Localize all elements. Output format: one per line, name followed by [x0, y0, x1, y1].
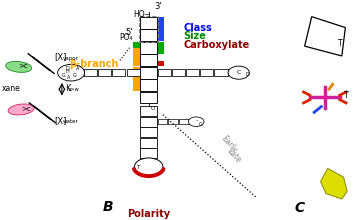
- Bar: [157, 17, 164, 29]
- Bar: [157, 61, 164, 66]
- Circle shape: [58, 64, 85, 81]
- Text: vapor: vapor: [63, 56, 78, 61]
- Text: Polarity: Polarity: [127, 209, 170, 219]
- Text: H: H: [66, 69, 69, 74]
- Bar: [172, 69, 185, 76]
- Text: T: T: [136, 165, 140, 170]
- Text: Class: Class: [183, 23, 212, 33]
- Polygon shape: [320, 169, 347, 199]
- Text: 3': 3': [154, 2, 162, 11]
- Text: D: D: [245, 72, 249, 77]
- Bar: [157, 29, 164, 41]
- Text: T: T: [337, 39, 342, 48]
- Text: >c: >c: [18, 63, 28, 69]
- Circle shape: [228, 66, 249, 79]
- Text: A: A: [67, 75, 70, 81]
- Text: Early: Early: [220, 134, 239, 155]
- Circle shape: [135, 158, 163, 175]
- Text: Size: Size: [183, 31, 206, 41]
- Bar: [140, 117, 157, 127]
- Bar: [140, 127, 157, 137]
- Bar: [140, 16, 158, 42]
- Bar: [98, 69, 111, 76]
- Text: T: T: [344, 91, 349, 100]
- Bar: [179, 119, 189, 124]
- Bar: [158, 119, 167, 124]
- Bar: [133, 79, 140, 91]
- Text: K: K: [65, 84, 70, 93]
- Bar: [140, 148, 157, 158]
- Circle shape: [188, 117, 204, 126]
- Text: HO: HO: [133, 10, 145, 19]
- Ellipse shape: [6, 61, 32, 72]
- Text: >c: >c: [21, 106, 31, 112]
- Bar: [200, 69, 213, 76]
- Bar: [140, 54, 157, 66]
- Bar: [133, 42, 140, 48]
- Bar: [133, 42, 140, 54]
- Bar: [168, 119, 178, 124]
- Text: v>w: v>w: [68, 87, 80, 92]
- Text: [X]: [X]: [54, 116, 67, 125]
- Bar: [140, 79, 157, 91]
- Bar: [214, 69, 227, 76]
- Text: Carboxylate: Carboxylate: [183, 40, 249, 50]
- Text: G: G: [73, 73, 77, 78]
- Bar: [133, 54, 140, 66]
- Bar: [186, 69, 199, 76]
- Text: D: D: [66, 66, 69, 71]
- Text: G: G: [62, 73, 65, 78]
- Text: A: A: [76, 66, 79, 71]
- Text: U: U: [151, 106, 155, 111]
- Bar: [158, 69, 171, 76]
- Bar: [140, 92, 157, 103]
- Bar: [127, 69, 140, 76]
- Bar: [157, 42, 164, 54]
- Text: 5': 5': [125, 28, 132, 37]
- Bar: [84, 69, 97, 76]
- Ellipse shape: [8, 104, 34, 115]
- Text: Late: Late: [225, 146, 243, 165]
- Text: C: C: [236, 70, 241, 75]
- Text: [X]: [X]: [54, 53, 67, 62]
- Bar: [140, 67, 157, 79]
- Text: C: C: [294, 201, 304, 215]
- Text: B: B: [103, 200, 113, 214]
- Text: xane: xane: [2, 84, 21, 93]
- Text: G: G: [199, 122, 203, 127]
- Bar: [140, 106, 157, 116]
- Text: β-branch: β-branch: [69, 59, 119, 69]
- Bar: [112, 69, 126, 76]
- Bar: [140, 17, 157, 29]
- Bar: [140, 42, 157, 54]
- Bar: [140, 138, 157, 148]
- Text: PO₄: PO₄: [119, 33, 132, 42]
- Text: .: .: [195, 116, 197, 122]
- Text: water: water: [63, 119, 78, 124]
- Bar: [140, 29, 157, 41]
- Bar: [133, 67, 140, 79]
